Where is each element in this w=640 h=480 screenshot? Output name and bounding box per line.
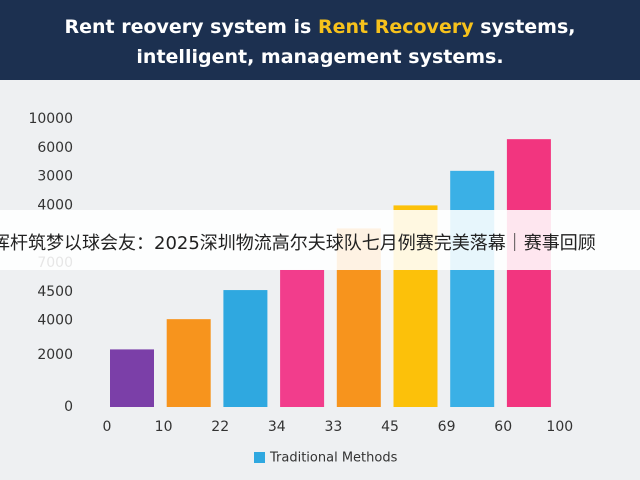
bar [110, 349, 154, 407]
banner-text: 挥杆筑梦以球会友：2025深圳物流高尔夫球队七月例赛完美落幕｜赛事回顾 [0, 233, 596, 254]
y-tick-label: 0 [64, 399, 73, 415]
title-highlight: Rent Recovery [317, 16, 474, 38]
y-tick-label: 2000 [37, 347, 73, 363]
x-tick-label: 0 [103, 419, 112, 435]
x-tick-label: 60 [494, 419, 512, 435]
x-tick-label: 22 [211, 419, 229, 435]
legend-swatch [254, 452, 265, 463]
y-tick-label: 3000 [37, 169, 73, 185]
y-tick-label: 4000 [37, 313, 73, 329]
header: Rent reovery system is Rent Recovery sys… [0, 0, 640, 80]
y-tick-label: 6000 [37, 140, 73, 156]
bar [450, 170, 495, 407]
overlay-banner: 挥杆筑梦以球会友：2025深圳物流高尔夫球队七月例赛完美落幕｜赛事回顾 [0, 210, 640, 270]
bar [280, 269, 325, 407]
title-line: Rent reovery system is Rent Recovery sys… [0, 12, 640, 42]
title-line: intelligent, management systems. [136, 46, 504, 68]
x-tick-label: 10 [155, 419, 173, 435]
y-tick-label: 4500 [37, 284, 73, 300]
bar [506, 139, 551, 407]
x-tick-label: 100 [546, 419, 573, 435]
chart: 0200040004500700040003000600010000010223… [28, 111, 573, 466]
title-part: Rent reovery system is [64, 16, 318, 38]
x-tick-label: 69 [438, 419, 456, 435]
x-tick-label: 33 [324, 419, 342, 435]
y-tick-label: 10000 [28, 111, 73, 127]
x-tick-label: 34 [268, 419, 286, 435]
y-tick-label: 4000 [37, 197, 73, 213]
bar [166, 319, 211, 407]
legend-label: Traditional Methods [269, 451, 398, 466]
x-tick-label: 45 [381, 419, 399, 435]
title-part: systems, [473, 16, 576, 38]
bar [223, 290, 268, 407]
